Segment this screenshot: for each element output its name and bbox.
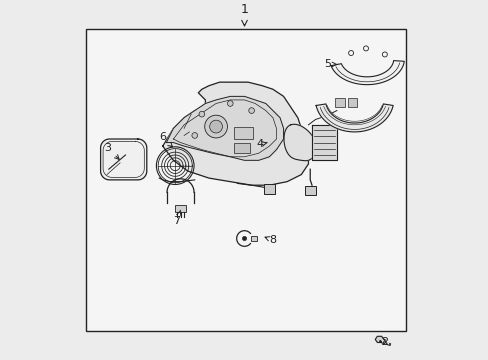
Polygon shape (374, 336, 383, 342)
Circle shape (227, 101, 233, 106)
Text: 2: 2 (381, 337, 387, 347)
Bar (305, 186, 315, 195)
Text: 5: 5 (324, 59, 336, 69)
Circle shape (209, 120, 222, 133)
Polygon shape (284, 124, 316, 161)
Bar (233, 143, 249, 153)
Text: 6: 6 (159, 132, 172, 147)
Circle shape (204, 115, 227, 138)
Polygon shape (163, 82, 308, 185)
Text: 8: 8 (264, 235, 276, 245)
Circle shape (248, 108, 254, 113)
Bar (175, 205, 185, 212)
Polygon shape (101, 139, 146, 180)
Circle shape (191, 132, 197, 138)
Text: 3: 3 (104, 143, 119, 159)
FancyBboxPatch shape (86, 29, 406, 331)
Polygon shape (166, 96, 283, 160)
Polygon shape (330, 60, 404, 85)
Circle shape (242, 237, 246, 240)
Text: 1: 1 (240, 4, 248, 17)
Text: 4: 4 (256, 139, 266, 149)
Polygon shape (311, 125, 336, 160)
Bar (347, 98, 357, 107)
Text: 7: 7 (173, 210, 181, 226)
Bar (250, 236, 256, 241)
Bar (264, 184, 274, 194)
Bar (335, 98, 345, 107)
Circle shape (199, 111, 204, 117)
Bar (233, 127, 253, 139)
Polygon shape (316, 104, 392, 132)
